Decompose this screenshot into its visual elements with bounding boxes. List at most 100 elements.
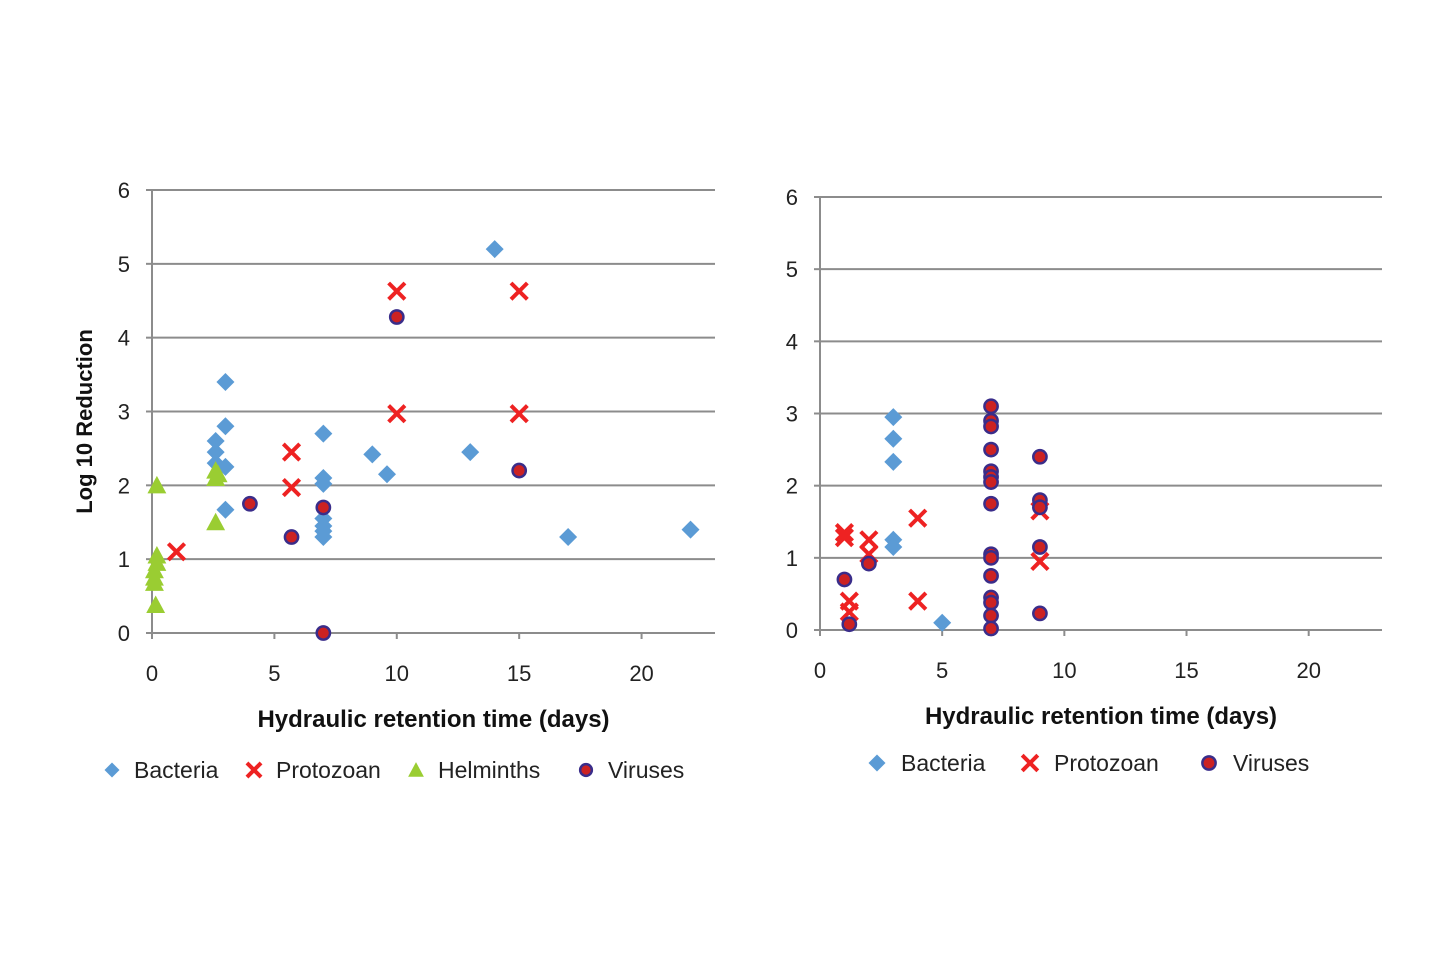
x-axis-label: Hydraulic retention time (days) bbox=[257, 706, 609, 733]
data-point-viruses bbox=[983, 620, 999, 637]
data-point-protozoan bbox=[281, 477, 302, 498]
legend-label-viruses: Viruses bbox=[608, 757, 684, 783]
data-point-bacteria bbox=[216, 372, 235, 391]
x-tick-label: 10 bbox=[1052, 658, 1076, 683]
data-point-bacteria bbox=[884, 538, 903, 557]
legend-label-viruses: Viruses bbox=[1233, 750, 1309, 776]
data-point-viruses bbox=[315, 499, 332, 516]
data-point-viruses bbox=[1032, 448, 1048, 465]
data-point-viruses bbox=[1032, 499, 1048, 516]
x-tick-label: 0 bbox=[146, 661, 158, 686]
y-tick-label: 1 bbox=[786, 546, 798, 571]
data-point-helminths bbox=[144, 573, 164, 591]
legend-marker-viruses bbox=[1201, 755, 1217, 771]
data-point-helminths bbox=[206, 512, 226, 531]
y-tick-label: 2 bbox=[118, 473, 130, 498]
legend: Bacteria Protozoan Viruses bbox=[868, 750, 1309, 776]
legend-label-protozoan: Protozoan bbox=[1054, 750, 1159, 776]
legend-marker-bacteria bbox=[868, 754, 886, 772]
data-point-viruses bbox=[983, 418, 999, 435]
data-point-protozoan bbox=[1030, 551, 1050, 572]
legend-label-bacteria: Bacteria bbox=[901, 750, 986, 776]
y-tick-label: 1 bbox=[118, 547, 130, 572]
data-point-bacteria bbox=[206, 432, 225, 451]
y-axis-label: Log 10 Reduction bbox=[72, 329, 97, 514]
y-tick-label: 4 bbox=[118, 326, 130, 351]
data-point-protozoan bbox=[834, 522, 855, 543]
y-tick-label: 4 bbox=[786, 329, 798, 354]
data-point-bacteria bbox=[681, 520, 700, 539]
data-point-protozoan bbox=[281, 442, 302, 462]
data-point-protozoan bbox=[166, 542, 187, 562]
data-point-viruses bbox=[388, 309, 405, 325]
data-point-protozoan bbox=[839, 602, 859, 622]
x-tick-label: 20 bbox=[1296, 658, 1320, 683]
chart-panel-1: 0 1 2 3 4 5 6 0 5 10 15 20 Hydraulic retention time … bbox=[72, 178, 715, 783]
data-point-viruses bbox=[983, 495, 999, 512]
y-tick-label: 6 bbox=[118, 178, 130, 203]
data-point-viruses bbox=[983, 567, 999, 584]
data-point-protozoan bbox=[908, 508, 928, 528]
data-point-bacteria bbox=[884, 408, 903, 427]
data-point-protozoan bbox=[908, 591, 928, 611]
data-point-viruses bbox=[242, 495, 258, 512]
data-point-helminths bbox=[147, 475, 167, 494]
legend-label-protozoan: Protozoan bbox=[276, 757, 381, 783]
data-point-bacteria bbox=[559, 528, 578, 547]
legend-marker-helminths bbox=[408, 762, 424, 777]
data-point-viruses bbox=[983, 441, 999, 458]
data-point-bacteria bbox=[461, 443, 480, 462]
series-helminths bbox=[144, 461, 228, 613]
data-point-viruses bbox=[1032, 605, 1048, 622]
data-point-viruses bbox=[983, 549, 999, 566]
y-tick-label: 0 bbox=[118, 621, 130, 646]
series-viruses bbox=[836, 398, 1048, 637]
legend-marker-viruses bbox=[578, 762, 594, 778]
x-axis-label: Hydraulic retention time (days) bbox=[925, 703, 1277, 730]
x-tick-label: 10 bbox=[385, 661, 409, 686]
data-point-bacteria bbox=[884, 452, 903, 471]
data-point-bacteria bbox=[884, 429, 903, 448]
y-tick-label: 2 bbox=[786, 474, 798, 499]
y-tick-label: 0 bbox=[786, 618, 798, 643]
data-point-viruses bbox=[283, 529, 300, 545]
data-point-bacteria bbox=[485, 240, 504, 259]
data-point-protozoan bbox=[834, 528, 855, 548]
data-point-bacteria bbox=[363, 445, 382, 464]
data-point-viruses bbox=[1032, 539, 1048, 555]
data-point-protozoan bbox=[387, 281, 407, 301]
x-tick-label: 5 bbox=[936, 658, 948, 683]
data-point-viruses bbox=[511, 462, 528, 479]
legend-marker-protozoan bbox=[245, 761, 263, 779]
chart-panel-2: 0 1 2 3 4 5 6 0 5 10 15 20 Hydraulic retention time … bbox=[786, 185, 1382, 776]
data-point-viruses bbox=[983, 594, 999, 611]
data-point-helminths bbox=[146, 595, 166, 613]
data-point-viruses bbox=[983, 474, 999, 490]
data-point-bacteria bbox=[206, 443, 225, 462]
data-point-viruses bbox=[860, 555, 877, 572]
data-point-bacteria bbox=[314, 528, 333, 547]
legend: Bacteria Protozoan Helminths Viruses bbox=[104, 757, 684, 783]
y-tick-label: 6 bbox=[786, 185, 798, 210]
series-protozoan bbox=[166, 281, 529, 562]
data-point-protozoan bbox=[509, 404, 529, 424]
data-point-bacteria bbox=[216, 500, 235, 519]
y-tick-label: 5 bbox=[118, 252, 130, 277]
data-point-bacteria bbox=[377, 465, 396, 484]
data-point-protozoan bbox=[859, 530, 879, 550]
legend-label-bacteria: Bacteria bbox=[134, 757, 219, 783]
y-tick-label: 5 bbox=[786, 257, 798, 282]
series-protozoan bbox=[834, 501, 1050, 622]
series-viruses bbox=[242, 309, 528, 641]
data-point-bacteria bbox=[933, 613, 952, 632]
x-tick-label: 20 bbox=[629, 661, 653, 686]
data-point-bacteria bbox=[314, 424, 333, 443]
y-tick-label: 3 bbox=[118, 400, 130, 425]
data-point-viruses bbox=[983, 607, 999, 624]
x-tick-label: 0 bbox=[814, 658, 826, 683]
x-tick-label: 15 bbox=[1174, 658, 1198, 683]
data-point-bacteria bbox=[216, 417, 235, 436]
series-bacteria bbox=[206, 240, 700, 547]
